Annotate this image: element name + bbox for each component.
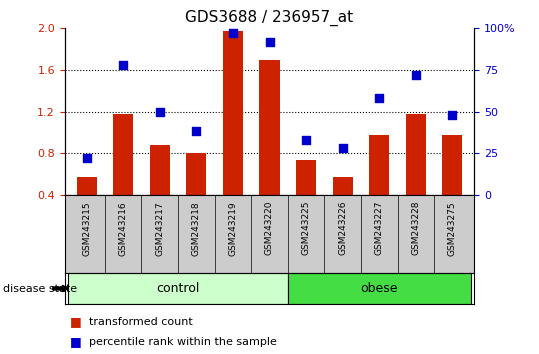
- Text: GSM243216: GSM243216: [119, 201, 128, 256]
- Title: GDS3688 / 236957_at: GDS3688 / 236957_at: [185, 9, 354, 25]
- Text: transformed count: transformed count: [89, 317, 192, 327]
- Bar: [406, 114, 426, 195]
- Text: ■: ■: [70, 335, 82, 348]
- Text: GSM243275: GSM243275: [448, 201, 457, 256]
- Bar: [113, 114, 133, 195]
- Text: ■: ■: [70, 315, 82, 328]
- Text: GSM243219: GSM243219: [229, 201, 237, 256]
- Text: GSM243225: GSM243225: [302, 201, 310, 256]
- Point: [448, 112, 457, 118]
- Bar: [296, 160, 316, 195]
- Bar: [443, 136, 462, 195]
- Text: control: control: [156, 282, 200, 295]
- Point: [265, 39, 274, 45]
- Point: [302, 137, 310, 143]
- Text: disease state: disease state: [3, 284, 77, 293]
- Point: [155, 109, 164, 114]
- Bar: [186, 153, 206, 195]
- Point: [82, 155, 91, 161]
- Text: GSM243228: GSM243228: [411, 201, 420, 256]
- Bar: [77, 177, 96, 195]
- Point: [338, 145, 347, 151]
- Point: [411, 72, 420, 78]
- Text: obese: obese: [361, 282, 398, 295]
- Bar: [259, 59, 280, 195]
- Point: [229, 30, 237, 36]
- Bar: [288, 273, 471, 304]
- Text: GSM243220: GSM243220: [265, 201, 274, 256]
- Text: GSM243227: GSM243227: [375, 201, 384, 256]
- Point: [192, 129, 201, 134]
- Bar: [369, 136, 389, 195]
- Point: [375, 95, 384, 101]
- Bar: [223, 32, 243, 195]
- Text: GSM243217: GSM243217: [155, 201, 164, 256]
- Text: GSM243226: GSM243226: [338, 201, 347, 256]
- Text: GSM243218: GSM243218: [192, 201, 201, 256]
- Bar: [68, 273, 288, 304]
- Bar: [333, 177, 353, 195]
- Bar: [150, 145, 170, 195]
- Text: GSM243215: GSM243215: [82, 201, 91, 256]
- Text: percentile rank within the sample: percentile rank within the sample: [89, 337, 277, 347]
- Point: [119, 62, 128, 68]
